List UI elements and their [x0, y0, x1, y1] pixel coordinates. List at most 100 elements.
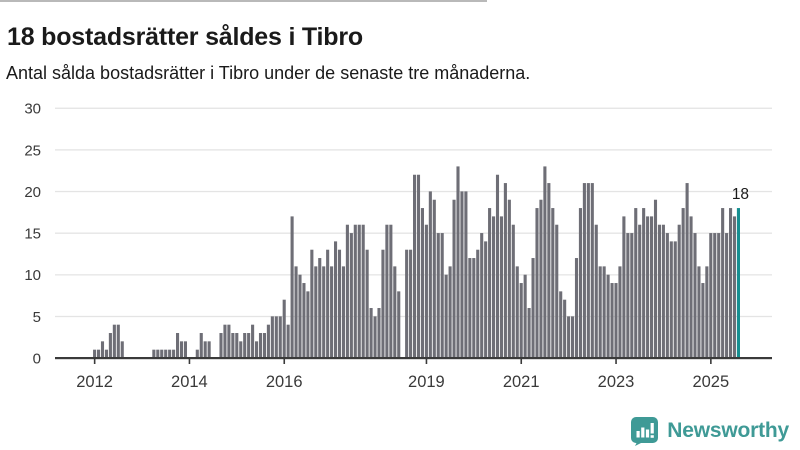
bar [555, 224, 559, 358]
top-divider-line [0, 0, 487, 2]
bar [247, 333, 251, 358]
bar [239, 341, 243, 358]
bar [693, 233, 697, 358]
bar [385, 224, 389, 358]
gridline [55, 149, 772, 151]
bar [326, 249, 330, 358]
bar [571, 316, 575, 358]
bar [519, 283, 523, 358]
bar [511, 224, 515, 358]
bar [207, 341, 211, 358]
bar [97, 349, 101, 358]
bar [436, 233, 440, 358]
bar [634, 208, 638, 358]
x-axis-tick-label: 2012 [76, 373, 113, 391]
bar [160, 349, 164, 358]
bar [255, 341, 259, 358]
bar [492, 216, 496, 358]
bar [179, 341, 184, 358]
bar [460, 191, 464, 358]
bar [444, 274, 448, 358]
bar [409, 249, 413, 358]
x-axis-tick [710, 358, 712, 364]
bar [227, 324, 231, 358]
bar [539, 199, 543, 358]
bar [456, 166, 460, 358]
bar [100, 341, 105, 358]
bar [725, 233, 729, 358]
x-axis-tick [520, 358, 523, 364]
bar [322, 266, 326, 358]
bar [531, 258, 535, 358]
bar [610, 283, 614, 358]
bar [393, 266, 397, 358]
bar [337, 249, 342, 358]
bar [701, 283, 705, 358]
highlight-bar [736, 208, 740, 358]
bar [298, 274, 302, 358]
bar [586, 183, 590, 358]
bar [665, 233, 669, 358]
bar [598, 266, 602, 358]
bar [349, 233, 353, 358]
bar [156, 349, 160, 358]
bar [650, 216, 654, 358]
x-axis-tick [425, 358, 428, 364]
bar [464, 191, 468, 358]
bar [499, 216, 503, 358]
bar [468, 258, 472, 358]
bar [535, 208, 539, 358]
bar [657, 224, 661, 358]
bar [440, 233, 444, 358]
bar [389, 224, 393, 358]
bar [413, 174, 417, 358]
bar [523, 274, 527, 358]
bar [709, 233, 713, 358]
bar [235, 333, 239, 358]
bar [345, 224, 349, 358]
bar [685, 183, 689, 358]
x-axis-tick-label: 2025 [692, 373, 729, 391]
bar [626, 233, 630, 358]
bar [195, 349, 199, 358]
bar [622, 216, 626, 358]
last-value-label: 18 [732, 186, 749, 203]
bar [243, 333, 247, 358]
bar [503, 183, 507, 358]
bar [104, 349, 108, 358]
bar [559, 291, 563, 358]
bar [543, 166, 547, 358]
bar [602, 266, 606, 358]
bar [574, 258, 579, 358]
x-axis-line [55, 357, 772, 360]
bar [630, 233, 634, 358]
bar [294, 266, 298, 358]
bar [405, 249, 409, 358]
bar [306, 291, 310, 358]
bar [432, 199, 436, 358]
bar [614, 283, 618, 358]
bar [334, 241, 338, 358]
bar [219, 333, 223, 358]
bar [567, 316, 571, 358]
bar [547, 183, 551, 358]
bar [302, 283, 306, 358]
bar [172, 349, 176, 358]
bar [495, 174, 500, 358]
y-axis-tick-label: 20 [24, 184, 41, 201]
bar [361, 224, 365, 358]
page-title: 18 bostadsrätter såldes i Tibro [7, 22, 363, 51]
bar [381, 249, 385, 358]
bar [488, 208, 492, 358]
bar [357, 224, 361, 358]
bar [365, 249, 369, 358]
bar [270, 316, 274, 358]
bar [108, 333, 112, 358]
bar [282, 299, 286, 358]
bar [262, 333, 266, 358]
newsworthy-logo[interactable]: Newsworthy [630, 416, 789, 446]
bar [278, 316, 282, 358]
bar [168, 349, 172, 358]
bar [420, 208, 424, 358]
